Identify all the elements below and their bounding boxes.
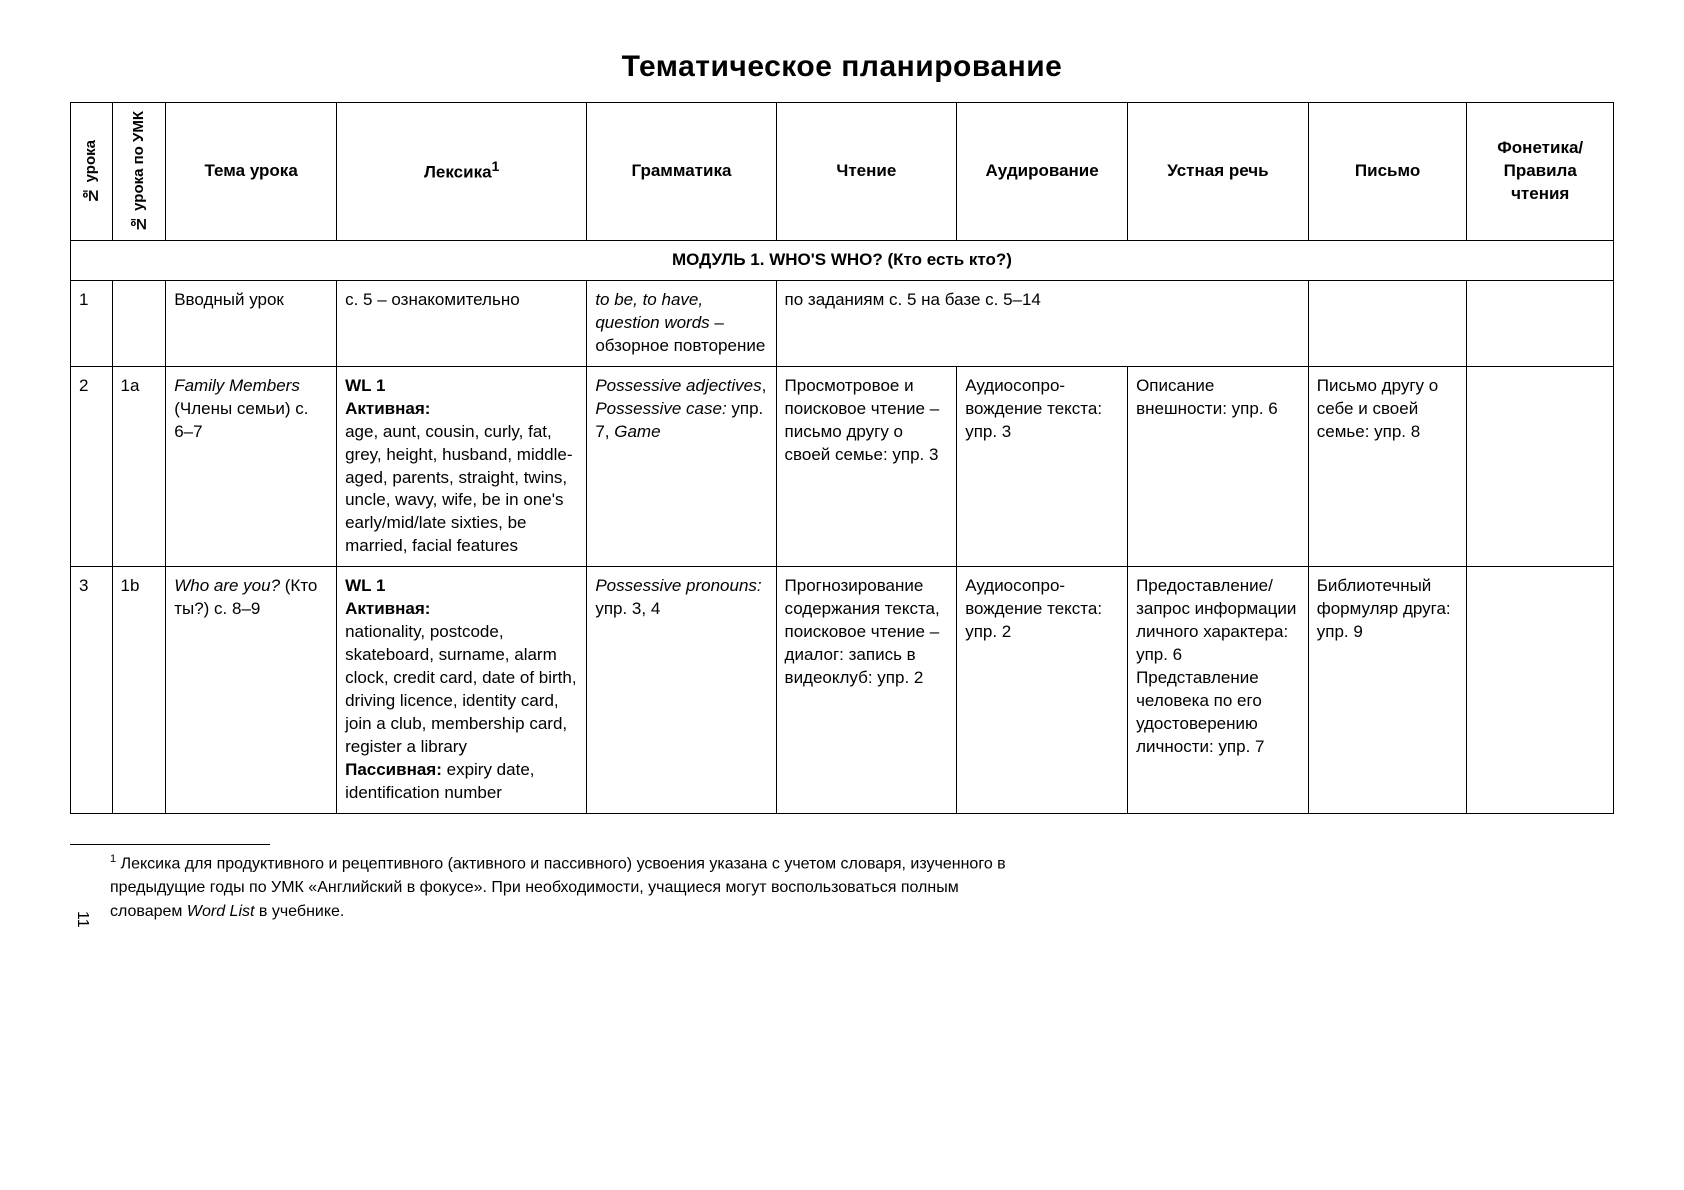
col-umk-no: № урока по УМК <box>112 103 166 241</box>
col-reading: Чтение <box>776 103 957 241</box>
cell-num: 1 <box>71 280 113 366</box>
cell-phonetics <box>1467 567 1614 813</box>
page-title: Тематическое планирование <box>70 50 1614 84</box>
cell-listening: Аудиосопро­вождение текста: упр. 3 <box>957 366 1128 567</box>
module-header-row: МОДУЛЬ 1. WHO'S WHO? (Кто есть кто?) <box>71 241 1614 281</box>
cell-writing: Письмо другу о себе и своей семье: упр. … <box>1308 366 1467 567</box>
cell-phonetics <box>1467 366 1614 567</box>
footnote: 11 1 Лексика для продуктивного и рецепти… <box>110 851 1010 924</box>
planning-table: № урока № урока по УМК Тема урока Лексик… <box>70 102 1614 814</box>
page-number: 11 <box>70 911 94 928</box>
cell-num: 2 <box>71 366 113 567</box>
col-lexis: Лексика1 <box>337 103 587 241</box>
footnote-rule <box>70 844 270 845</box>
cell-reading: Прогнозирова­ние содержа­ния текста, пои… <box>776 567 957 813</box>
cell-listening: Аудиосопро­вождение текста: упр. 2 <box>957 567 1128 813</box>
cell-writing: Библиотеч­ный формуляр друга: упр. 9 <box>1308 567 1467 813</box>
col-listening: Аудирование <box>957 103 1128 241</box>
cell-reading: Просмотровое и поисковое чтение – письмо… <box>776 366 957 567</box>
col-topic: Тема урока <box>166 103 337 241</box>
col-writing: Письмо <box>1308 103 1467 241</box>
cell-topic: Who are you? (Кто ты?) с. 8–9 <box>166 567 337 813</box>
cell-umk: 1b <box>112 567 166 813</box>
cell-topic: Family Members (Члены семьи) с. 6–7 <box>166 366 337 567</box>
col-grammar: Грамматика <box>587 103 776 241</box>
col-speaking: Устная речь <box>1128 103 1309 241</box>
table-header-row: № урока № урока по УМК Тема урока Лексик… <box>71 103 1614 241</box>
table-row: 1 Вводный урок с. 5 – ознакомительно to … <box>71 280 1614 366</box>
cell-grammar: Possessive pronouns: упр. 3, 4 <box>587 567 776 813</box>
cell-lexis: WL 1 Активная: age, aunt, cousin, curly,… <box>337 366 587 567</box>
cell-umk <box>112 280 166 366</box>
table-row: 2 1a Family Members (Члены семьи) с. 6–7… <box>71 366 1614 567</box>
cell-umk: 1a <box>112 366 166 567</box>
cell-topic: Вводный урок <box>166 280 337 366</box>
cell-grammar: to be, to have, question words – обзорно… <box>587 280 776 366</box>
cell-lexis: с. 5 – ознакомительно <box>337 280 587 366</box>
cell-num: 3 <box>71 567 113 813</box>
cell-speaking: Описание внешности: упр. 6 <box>1128 366 1309 567</box>
cell-speaking: Предоставле­ние/запрос информации личног… <box>1128 567 1309 813</box>
cell-lexis: WL 1 Активная: nationality, postcode, sk… <box>337 567 587 813</box>
cell-reading-span: по заданиям с. 5 на базе с. 5–14 <box>776 280 1308 366</box>
col-lesson-no: № урока <box>71 103 113 241</box>
cell-writing <box>1308 280 1467 366</box>
cell-phonetics <box>1467 280 1614 366</box>
col-phonetics: Фонетика/ Правила чтения <box>1467 103 1614 241</box>
table-row: 3 1b Who are you? (Кто ты?) с. 8–9 WL 1 … <box>71 567 1614 813</box>
cell-grammar: Possessive adjectives, Possessive case: … <box>587 366 776 567</box>
module-title: МОДУЛЬ 1. WHO'S WHO? (Кто есть кто?) <box>71 241 1614 281</box>
